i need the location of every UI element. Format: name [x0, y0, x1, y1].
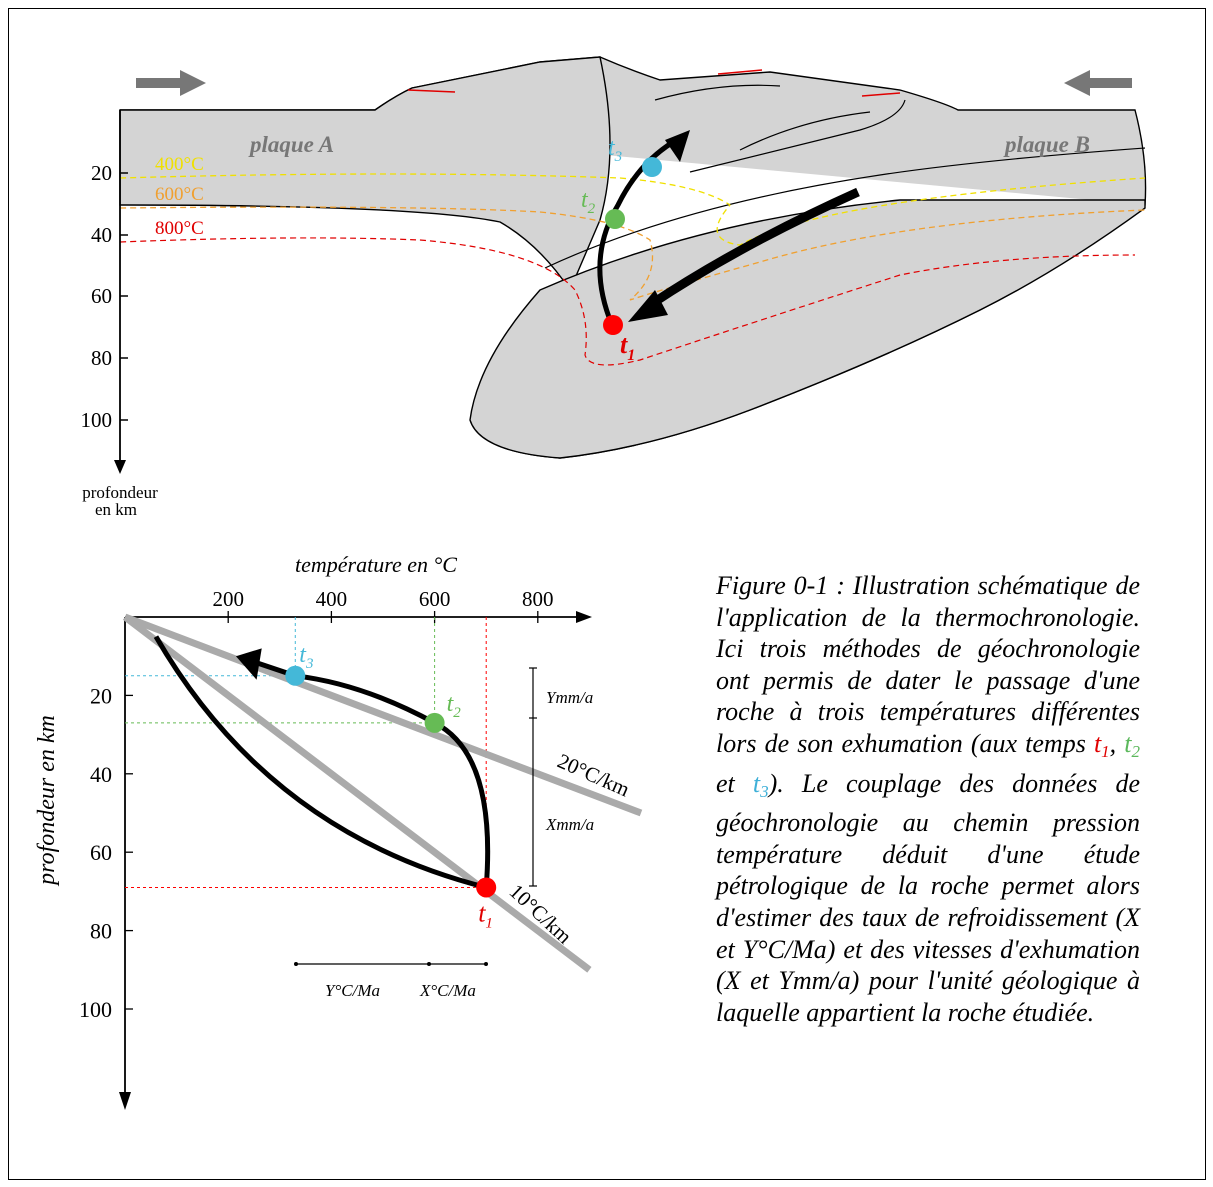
caption-tail: ). Le couplage des données de géochronol…: [716, 768, 1141, 1027]
caption-et: et: [716, 768, 753, 798]
depth-tick-80: 80: [91, 346, 112, 370]
convergence-arrow-right: [1064, 70, 1132, 96]
depth-tick-60: 60: [91, 284, 112, 308]
plate-a-label: plaque A: [248, 132, 334, 157]
depth-ticks: [120, 172, 128, 421]
caption-t2: t2: [1124, 728, 1141, 761]
t2-point: [605, 209, 625, 229]
fault-arrow: [861, 92, 901, 97]
t3-label: t3: [608, 135, 622, 165]
isotherm-600: [119, 206, 1146, 301]
caption-t1: t1: [1093, 728, 1110, 761]
thrust-line: [654, 84, 781, 101]
caption-t3: t3: [752, 768, 769, 801]
plate-b-label: plaque B: [1003, 132, 1090, 157]
thrust-line: [689, 99, 906, 173]
caption-comma: ,: [1109, 728, 1117, 758]
exhumation-path: [597, 130, 690, 326]
depth-tick-100: 100: [81, 408, 113, 432]
slab-top-boundary: [544, 147, 1146, 269]
cross-section-diagram: 400°C 600°C 800°C plaque A plaque B 20 4…: [81, 56, 1147, 519]
isotherm-400: [119, 173, 1146, 246]
caption-text: Figure 0-1 : Illustration schématique de…: [716, 571, 1140, 758]
t2-label: t2: [581, 187, 596, 217]
fault-arrow: [407, 89, 456, 93]
fault-arrow: [717, 69, 763, 75]
depth-axis-label-line2: en km: [95, 500, 137, 519]
isotherm-400-label: 400°C: [155, 154, 204, 175]
thrust-line: [739, 111, 871, 151]
isotherm-800: [119, 237, 1136, 366]
depth-tick-40: 40: [91, 223, 112, 247]
depth-axis-label-line1: profondeur: [82, 483, 158, 502]
isotherm-600-label: 600°C: [155, 184, 204, 205]
isotherm-800-label: 800°C: [155, 218, 204, 239]
depth-axis-arrowhead: [114, 460, 126, 474]
t1-label: t1: [620, 330, 635, 364]
depth-tick-20: 20: [91, 161, 112, 185]
t3-point: [642, 157, 662, 177]
figure-frame: [8, 8, 1206, 1180]
t1-point: [603, 315, 623, 335]
subduction-arrow: [628, 187, 860, 322]
figure-caption: Figure 0-1 : Illustration schématique de…: [716, 570, 1140, 1028]
convergence-arrow-left: [136, 70, 206, 96]
